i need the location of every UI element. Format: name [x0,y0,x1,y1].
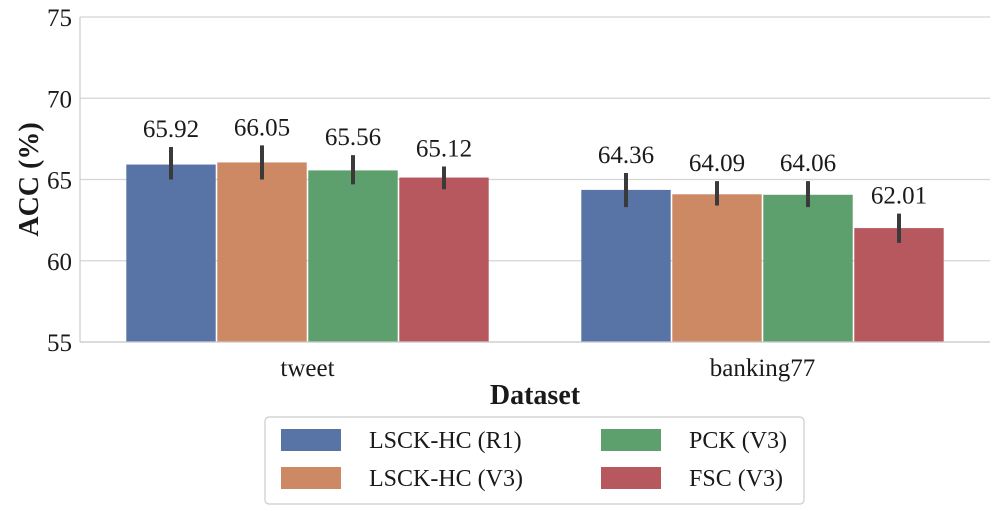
data-label: 62.01 [871,183,927,210]
data-label: 65.92 [143,116,199,143]
data-label: 64.09 [689,150,745,177]
axes [79,17,990,343]
legend: LSCK-HC (R1) LSCK-HC (V3) PCK (V3) FSC (V3) [264,416,805,505]
y-axis-title: ACC (%) [14,122,45,236]
legend-label: LSCK-HC (V3) [369,466,523,492]
x-tick-labels: tweet banking77 [280,355,815,382]
legend-label: FSC (V3) [689,466,783,492]
bar [217,162,307,342]
y-tick-label: 65 [47,168,72,195]
data-label: 64.36 [598,142,654,169]
bar [308,170,398,342]
error-bars [169,145,901,243]
legend-frame [264,416,805,505]
y-tick-labels: 55 60 65 70 75 [47,5,72,357]
data-label: 65.56 [325,124,381,151]
data-label: 65.12 [416,136,472,163]
bar [763,194,853,342]
grid-lines [80,16,990,343]
legend-swatch [601,429,661,451]
legend-label: LSCK-HC (R1) [369,428,522,454]
data-label: 64.06 [780,150,836,177]
x-tick-label: banking77 [710,355,816,382]
legend-label: PCK (V3) [689,428,787,454]
y-tick-label: 70 [47,86,72,113]
legend-swatch [281,467,341,489]
bar [126,164,216,342]
bar [581,189,671,342]
value-labels: 65.92 66.05 65.56 65.12 64.36 64.09 64.06 62.01 [143,114,927,209]
legend-swatch [281,429,341,451]
data-label: 66.05 [234,114,290,141]
bar [399,177,489,342]
y-tick-label: 75 [47,5,72,32]
bar [854,228,944,342]
x-tick-label: tweet [280,355,334,382]
bar [672,194,762,342]
legend-swatch [601,467,661,489]
x-axis-title: Dataset [490,380,581,411]
y-tick-label: 55 [47,330,72,357]
bars [126,162,944,342]
y-tick-label: 60 [47,249,72,276]
